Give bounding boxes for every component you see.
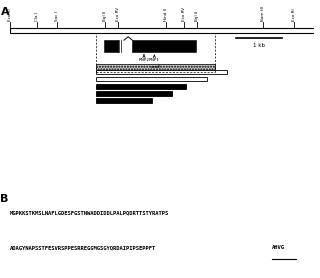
Text: Eco RV: Eco RV: [182, 7, 186, 21]
Text: Sac I: Sac I: [55, 12, 59, 21]
Text: ADAGYNAPSSTFESVRSPPESRREGGMGSGYQRDAIPIPSEPPFTAHVG: ADAGYNAPSSTFESVRSPPESRREGGMGSGYQRDAIPIPS…: [10, 245, 169, 250]
Bar: [96, 77, 207, 81]
Text: Eco RI: Eco RI: [292, 9, 296, 21]
Text: RNP2: RNP2: [139, 58, 149, 62]
Text: Eco RV: Eco RV: [116, 7, 119, 21]
Text: Bgl II: Bgl II: [195, 11, 198, 21]
Bar: [96, 64, 215, 70]
Text: Cla I: Cla I: [35, 13, 39, 21]
Text: Eco RI: Eco RI: [8, 9, 12, 21]
Text: MGPKKSTKMSLNAFLGDESFGSTNWADDIDDLPALPQDRTTSTYRATPS: MGPKKSTKMSLNAFLGDESFGSTNWADDIDDLPALPQDRT…: [10, 211, 169, 216]
Bar: [96, 98, 152, 103]
Text: Bam HI: Bam HI: [261, 6, 266, 21]
Text: B: B: [1, 193, 9, 203]
Bar: [104, 40, 118, 51]
Bar: [10, 28, 314, 33]
Text: ura4: ura4: [151, 65, 160, 69]
Text: 1 kb: 1 kb: [253, 43, 265, 48]
Text: A: A: [1, 8, 9, 18]
Text: ADAGYNAPSSTFESVRSPPESRREGGMGSGYQRDAIPIPSEPPFT: ADAGYNAPSSTFESVRSPPESRREGGMGSGYQRDAIPIPS…: [10, 245, 156, 250]
Text: Bgl II: Bgl II: [103, 11, 108, 21]
Text: Hind II: Hind II: [164, 8, 168, 21]
Bar: [96, 70, 227, 74]
Bar: [96, 84, 186, 89]
Bar: [96, 91, 172, 96]
Bar: [132, 40, 196, 51]
Text: RNP1: RNP1: [149, 58, 160, 62]
Text: AHVG: AHVG: [272, 245, 285, 250]
